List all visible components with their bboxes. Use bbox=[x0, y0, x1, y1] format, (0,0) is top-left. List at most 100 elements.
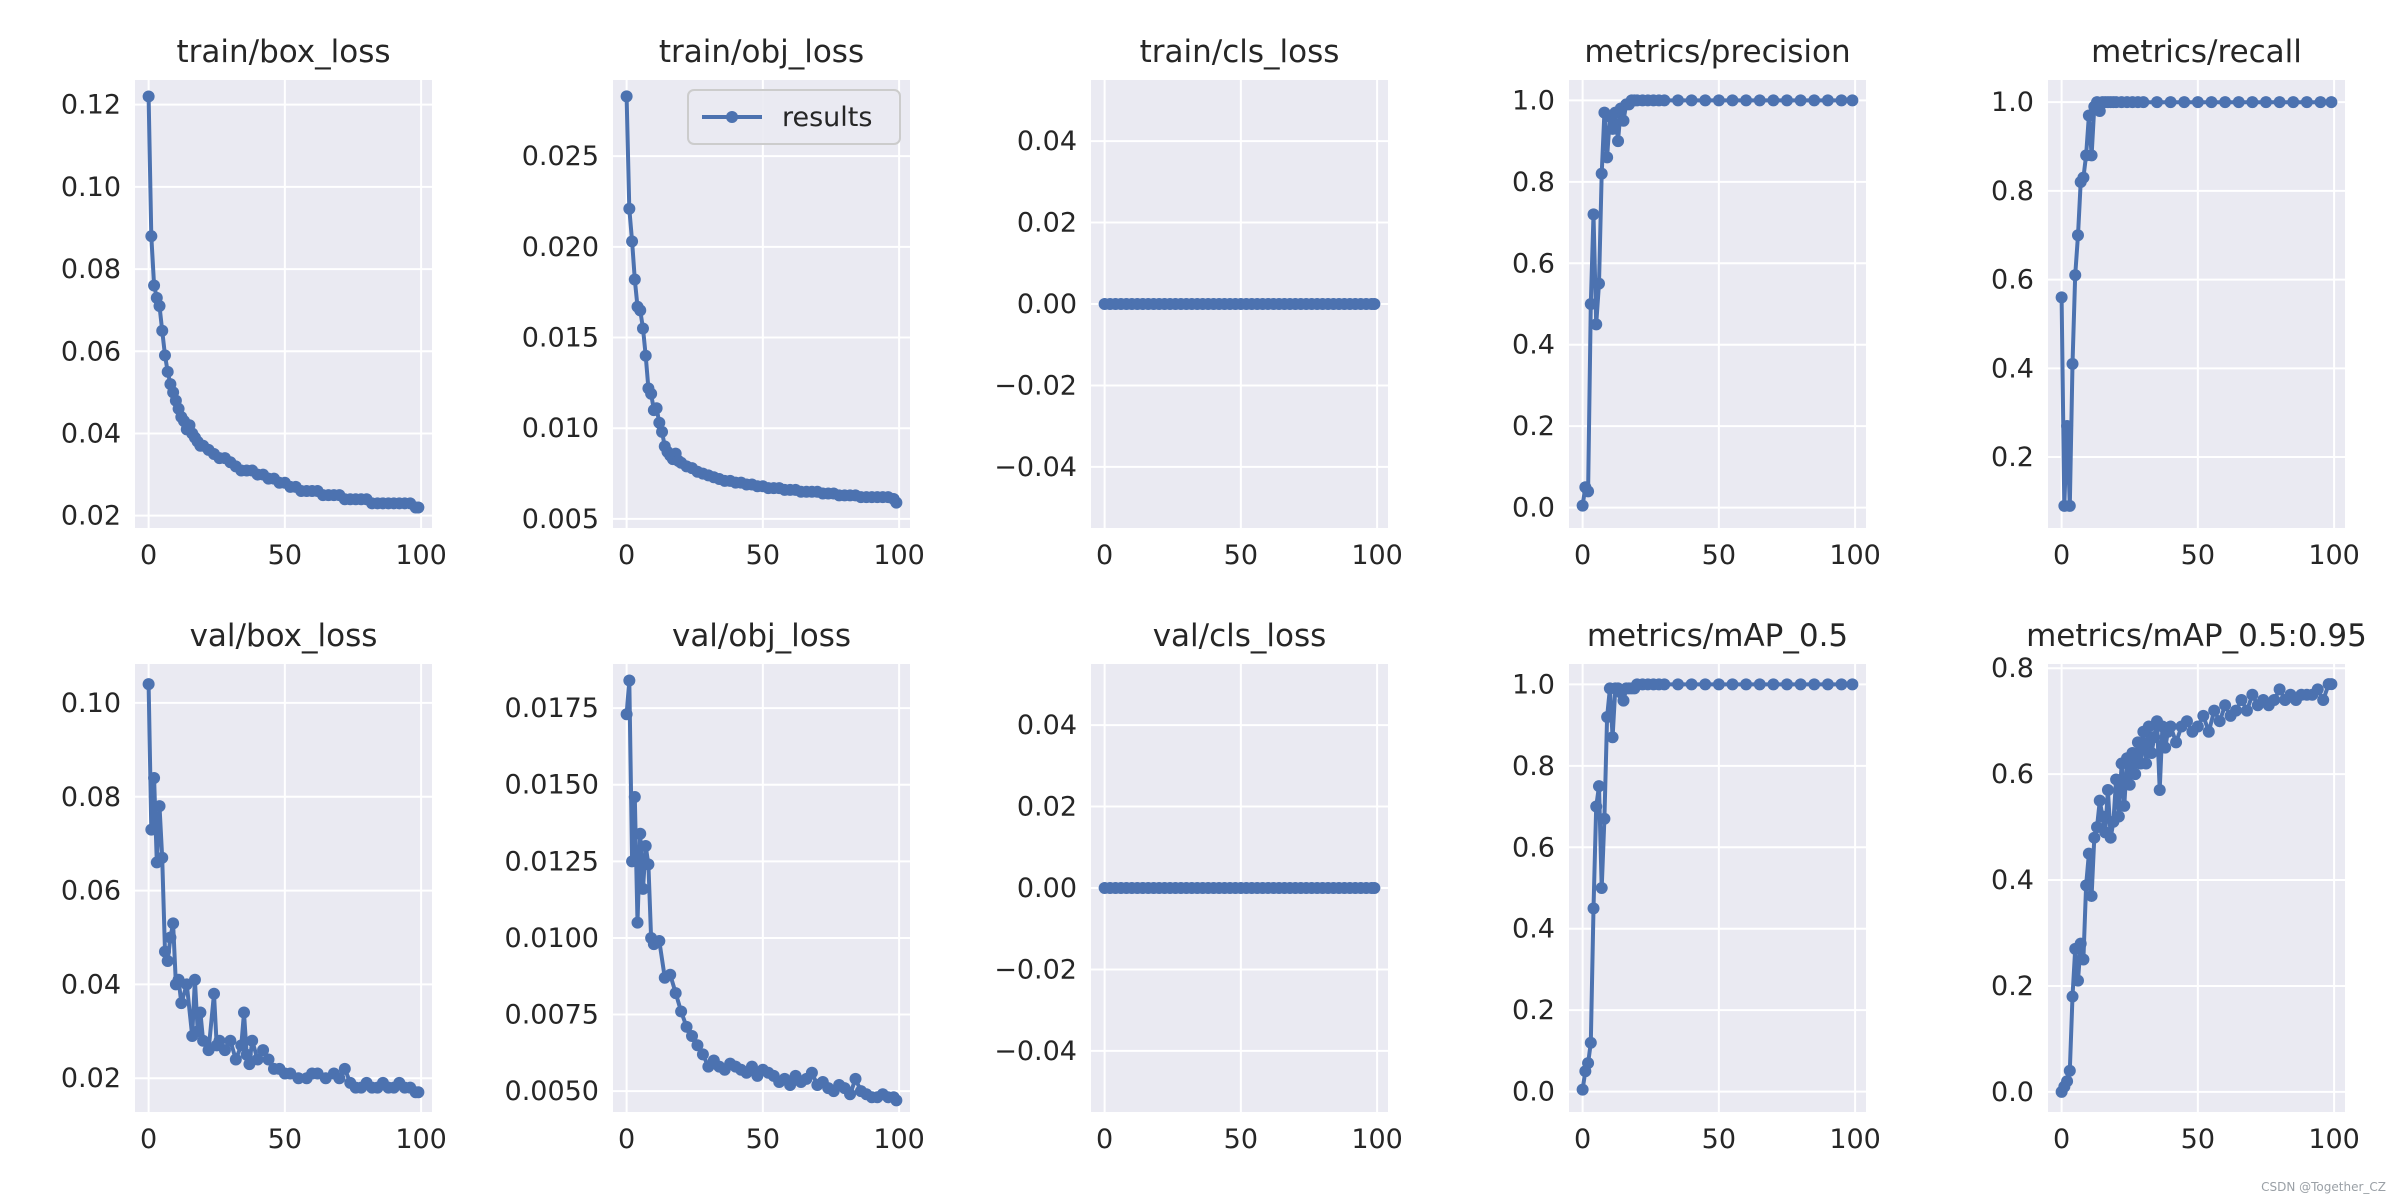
data-point bbox=[636, 322, 649, 335]
data-point bbox=[194, 1006, 207, 1019]
y-tick-label: 0.02 bbox=[1017, 208, 1077, 239]
y-tick-label: 0.2 bbox=[1991, 442, 2034, 473]
data-point bbox=[1699, 94, 1712, 107]
data-point bbox=[631, 916, 644, 929]
data-point bbox=[1671, 678, 1684, 691]
data-point bbox=[1582, 485, 1595, 498]
y-tick-label: 1.0 bbox=[1512, 85, 1555, 116]
data-point bbox=[1821, 678, 1834, 691]
data-point bbox=[1617, 114, 1630, 127]
data-point bbox=[653, 935, 666, 948]
plot-area bbox=[135, 664, 432, 1112]
subplot-metrics-recall: 0 50 100 0.2 0.4 0.6 0.8 1.0 metrics/recall bbox=[1991, 34, 2360, 571]
data-point bbox=[2148, 731, 2161, 744]
x-tick-label: 50 bbox=[1702, 540, 1736, 571]
data-point bbox=[844, 1088, 857, 1101]
data-point bbox=[642, 858, 655, 871]
subplot-train-cls-loss: 0 50 100 −0.04 −0.02 0.00 0.02 0.04 train/cls_lo… bbox=[994, 34, 1403, 571]
data-point bbox=[650, 402, 663, 415]
y-tick-label: 0.04 bbox=[1017, 126, 1077, 157]
data-point bbox=[2088, 831, 2101, 844]
y-tick-label: 0.8 bbox=[1991, 176, 2034, 207]
data-point bbox=[2077, 171, 2090, 184]
data-point bbox=[161, 954, 174, 967]
data-point bbox=[696, 1048, 709, 1061]
x-tick-label: 100 bbox=[395, 1124, 447, 1155]
data-point bbox=[156, 851, 169, 864]
data-point bbox=[2066, 357, 2079, 370]
data-point bbox=[2273, 683, 2286, 696]
data-point bbox=[2082, 109, 2095, 122]
subplot-val-box-loss: 0 50 100 0.02 0.04 0.06 0.08 0.10 val/box_loss bbox=[61, 618, 447, 1155]
data-point bbox=[686, 1030, 699, 1043]
y-tick-label: 0.0150 bbox=[505, 770, 599, 801]
x-tick-label: 50 bbox=[268, 1124, 302, 1155]
data-point bbox=[1671, 94, 1684, 107]
subplot-title: metrics/precision bbox=[1584, 34, 1850, 70]
data-point bbox=[656, 425, 669, 438]
data-point bbox=[158, 945, 171, 958]
y-tick-label: 0.8 bbox=[1512, 167, 1555, 198]
subplot-metrics-precision: 0 50 100 0.0 0.2 0.4 0.6 0.8 1.0 metrics/precisio… bbox=[1512, 34, 1881, 571]
y-tick-label: 0.2 bbox=[1512, 411, 1555, 442]
data-point bbox=[1794, 94, 1807, 107]
data-point bbox=[1808, 94, 1821, 107]
data-point bbox=[2325, 96, 2338, 109]
subplot-title: metrics/mAP_0.5:0.95 bbox=[2026, 618, 2367, 654]
data-point bbox=[2219, 96, 2232, 109]
data-point bbox=[2164, 96, 2177, 109]
data-point bbox=[1368, 882, 1381, 894]
data-point bbox=[142, 90, 155, 103]
y-tick-label: 0.02 bbox=[61, 501, 121, 532]
data-point bbox=[1601, 151, 1614, 164]
data-point bbox=[2314, 96, 2327, 109]
x-tick-label: 100 bbox=[395, 540, 447, 571]
x-tick-label: 100 bbox=[1351, 540, 1403, 571]
data-point bbox=[1584, 298, 1597, 310]
y-tick-label: 0.0 bbox=[1512, 1077, 1555, 1108]
y-tick-label: 0.6 bbox=[1512, 832, 1555, 863]
data-point bbox=[2273, 96, 2286, 109]
data-point bbox=[412, 1086, 425, 1099]
data-point bbox=[1712, 94, 1725, 107]
data-point bbox=[2131, 736, 2144, 749]
data-point bbox=[2311, 683, 2324, 696]
y-tick-label: 0.8 bbox=[1512, 751, 1555, 782]
data-point bbox=[218, 1044, 231, 1057]
data-point bbox=[2063, 1064, 2076, 1077]
y-tick-label: 1.0 bbox=[1991, 87, 2034, 118]
x-tick-label: 100 bbox=[2308, 1124, 2360, 1155]
y-tick-label: 0.10 bbox=[61, 688, 121, 719]
data-point bbox=[680, 1020, 693, 1033]
data-point bbox=[620, 90, 633, 103]
data-point bbox=[626, 235, 639, 248]
data-point bbox=[2300, 96, 2313, 109]
x-tick-label: 0 bbox=[140, 1124, 157, 1155]
y-tick-label: 0.02 bbox=[61, 1063, 121, 1094]
data-point bbox=[2197, 709, 2210, 722]
data-point bbox=[2082, 847, 2095, 860]
data-point bbox=[145, 230, 158, 243]
y-tick-label: 0.0125 bbox=[505, 846, 599, 877]
data-point bbox=[639, 840, 652, 853]
data-point bbox=[1612, 135, 1625, 148]
y-tick-label: 0.8 bbox=[1991, 653, 2034, 684]
data-point bbox=[1617, 694, 1630, 707]
subplot-title: val/obj_loss bbox=[672, 618, 851, 654]
data-point bbox=[208, 987, 221, 1000]
x-tick-label: 50 bbox=[746, 540, 780, 571]
data-point bbox=[156, 324, 169, 337]
data-point bbox=[1699, 678, 1712, 691]
plot-area bbox=[613, 80, 910, 528]
data-point bbox=[1584, 1036, 1597, 1049]
data-point bbox=[2153, 784, 2166, 797]
legend-marker bbox=[726, 111, 738, 123]
data-point bbox=[1587, 208, 1600, 221]
data-point bbox=[2164, 720, 2177, 733]
data-point bbox=[634, 304, 647, 317]
data-point bbox=[2191, 96, 2204, 109]
x-tick-label: 0 bbox=[618, 540, 635, 571]
x-tick-label: 0 bbox=[1096, 1124, 1113, 1155]
data-point bbox=[745, 1060, 758, 1073]
data-point bbox=[1658, 94, 1671, 107]
